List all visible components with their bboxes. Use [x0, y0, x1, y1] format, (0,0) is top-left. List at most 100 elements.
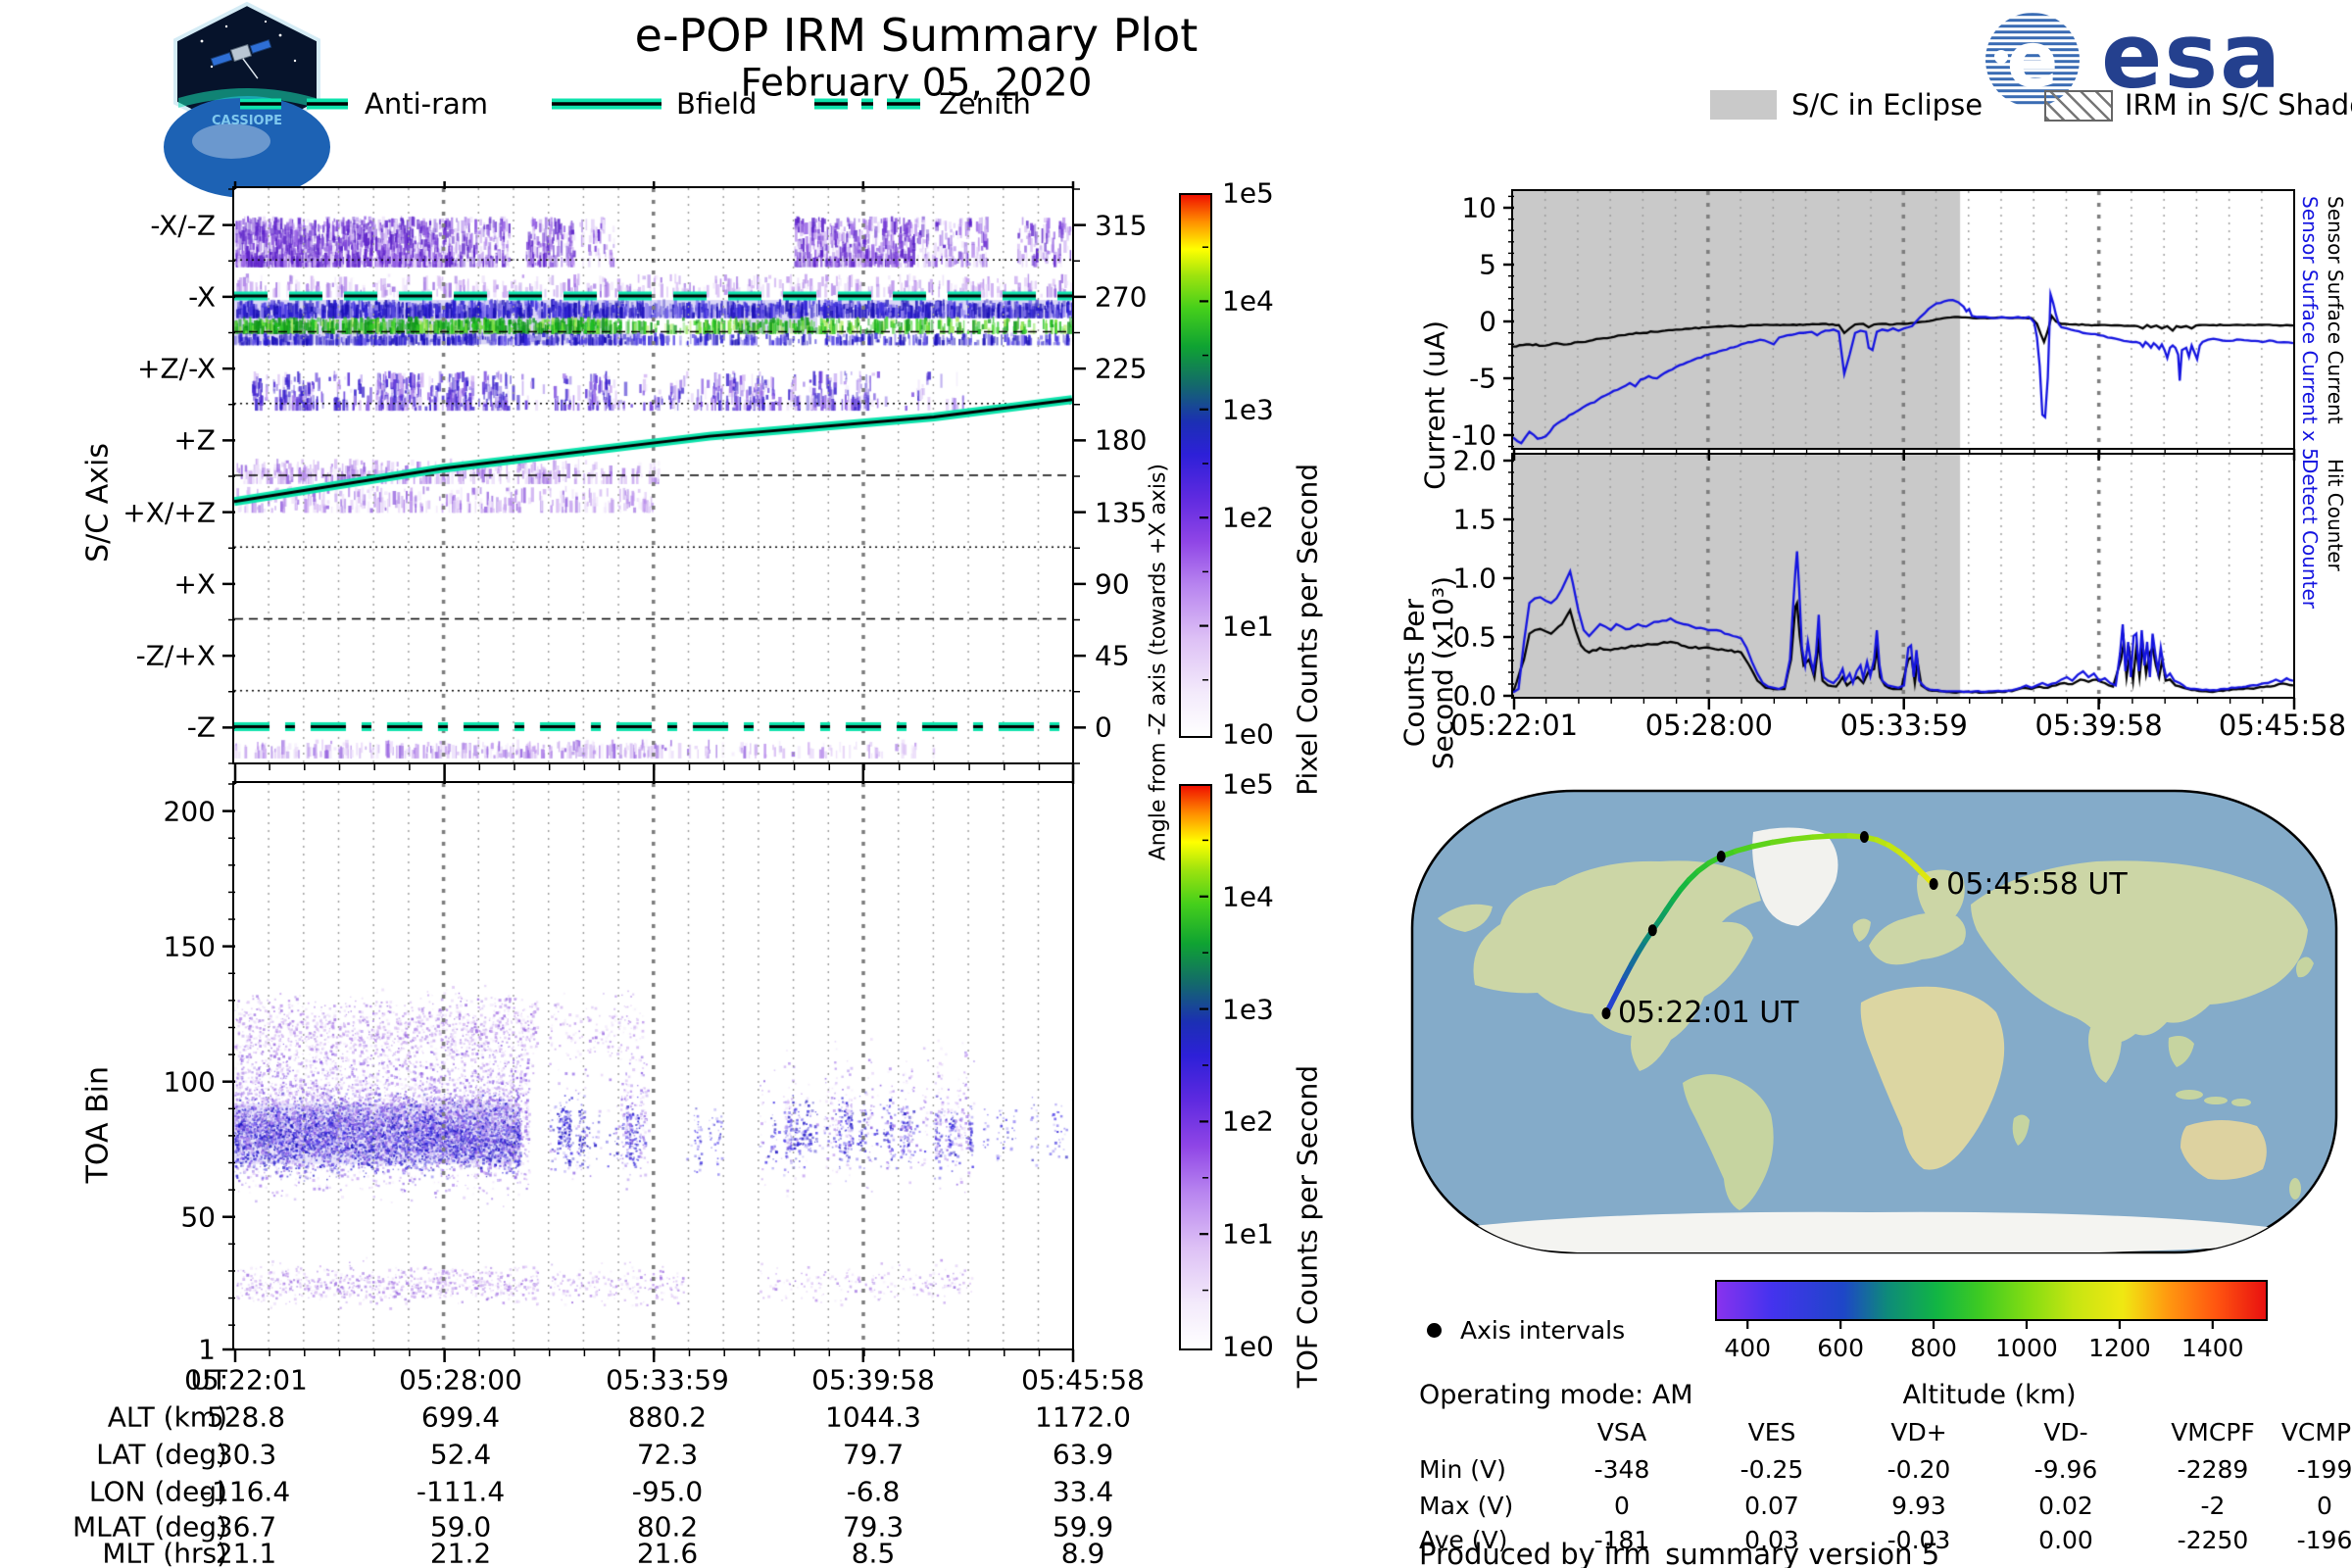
- time-tick: 05:28:00: [1644, 708, 1773, 742]
- panel-ytick: 10: [1461, 191, 1496, 224]
- counts-panel: [1511, 453, 2295, 699]
- ephemeris-value: 05:45:58: [1021, 1363, 1145, 1396]
- altitude-colorbar-label: Altitude (km): [1902, 1379, 2077, 1410]
- panel-ytick: 0: [1479, 305, 1496, 338]
- voltage-col-header: VES: [1747, 1417, 1796, 1446]
- current-panel: [1511, 189, 2295, 450]
- voltage-value: -0.25: [1740, 1454, 1804, 1484]
- altitude-tick: 1200: [2088, 1333, 2151, 1362]
- colorbar-tick: 1e5: [1222, 176, 1274, 210]
- voltage-row-label: Min (V): [1419, 1454, 1506, 1484]
- voltage-value: -348: [1593, 1454, 1650, 1484]
- ephemeris-row-label: LON (deg): [88, 1475, 227, 1508]
- voltage-value: -9.96: [2034, 1454, 2098, 1484]
- shadow-label: IRM in S/C Shadow: [2125, 87, 2352, 122]
- voltage-value: 0: [1614, 1491, 1630, 1520]
- ephemeris-value: 80.2: [636, 1510, 699, 1544]
- colorbar-tick: 1e2: [1222, 1104, 1274, 1138]
- toa-tick: 50: [180, 1200, 216, 1234]
- ephemeris-value: 21.2: [429, 1537, 492, 1568]
- time-tick: 05:45:58: [2218, 708, 2347, 742]
- colorbar-tick: 1e4: [1222, 284, 1274, 318]
- angle-tick: 135: [1095, 495, 1148, 528]
- badge-text: CASSIOPE: [212, 114, 282, 128]
- colorbar-tick: 1e3: [1222, 992, 1274, 1025]
- badge-satellite-icon: [210, 38, 272, 79]
- ephemeris-value: -6.8: [846, 1475, 901, 1508]
- shadow-swatch: [2044, 90, 2113, 122]
- bfield-legend-label: Bfield: [676, 86, 758, 121]
- panel-ytick: -5: [1469, 362, 1496, 395]
- produced-by: Produced by irm_summary version 5: [1419, 1537, 1940, 1568]
- voltage-value: 0.03: [1744, 1525, 1799, 1554]
- voltage-row-label: Max (V): [1419, 1491, 1514, 1520]
- angle-tick: 225: [1095, 352, 1148, 385]
- ephemeris-row-label: LAT (deg): [96, 1438, 227, 1471]
- colorbar-tick: 1e2: [1222, 501, 1274, 534]
- time-tick: 05:22:01: [1449, 708, 1579, 742]
- altitude-colorbar: [1715, 1280, 2268, 1321]
- colorbar-tick: 1e1: [1222, 609, 1274, 642]
- angle-tick: 315: [1095, 208, 1148, 241]
- sc-axis-category: +X/+Z: [122, 495, 216, 528]
- axis-intervals-dot: [1427, 1323, 1442, 1338]
- angle-tick: 270: [1095, 280, 1148, 314]
- voltage-col-header: VD+: [1890, 1417, 1947, 1446]
- ephemeris-value: 59.0: [429, 1510, 492, 1544]
- voltage-col-header: VSA: [1596, 1417, 1647, 1446]
- badge-earth: [164, 96, 330, 198]
- toa-tick: 100: [163, 1064, 216, 1098]
- panel-ytick: 1.0: [1452, 562, 1496, 595]
- panel-ytick: -10: [1451, 418, 1496, 452]
- angle-tick: 180: [1095, 423, 1148, 457]
- colorbar-tick: 1e5: [1222, 767, 1274, 801]
- voltage-row-label: Ave (V): [1419, 1525, 1508, 1554]
- ephemeris-value: 63.9: [1052, 1438, 1114, 1471]
- counts-ylabel: Counts Per Second (x10³): [1397, 576, 1459, 770]
- voltage-value: 0.02: [2038, 1491, 2093, 1520]
- ephemeris-row-label: MLAT (deg): [72, 1510, 227, 1544]
- voltage-value: -199: [2296, 1454, 2352, 1484]
- panel-ytick: 1.5: [1452, 503, 1496, 536]
- page-date: February 05, 2020: [740, 61, 1093, 106]
- ephemeris-value: -111.4: [416, 1475, 506, 1508]
- sc-axis-category: -Z/+X: [135, 639, 216, 672]
- eclipse-label: S/C in Eclipse: [1791, 87, 1984, 122]
- voltage-value: -196: [2296, 1525, 2352, 1554]
- pixel-colorbar: [1179, 193, 1212, 738]
- ephemeris-value: 1044.3: [825, 1400, 921, 1434]
- axis-interval-dot: [1716, 851, 1726, 862]
- time-tick: 05:39:58: [2034, 708, 2163, 742]
- angle-tick: 45: [1095, 639, 1130, 672]
- zenith-legend-label: Zenith: [939, 86, 1031, 121]
- ephemeris-value: 33.4: [1052, 1475, 1114, 1508]
- antiram-legend-label: Anti-ram: [365, 86, 489, 121]
- ephemeris-value: 05:28:00: [399, 1363, 522, 1396]
- page-title: e-POP IRM Summary Plot: [634, 8, 1199, 62]
- voltage-value: -2289: [2177, 1454, 2249, 1484]
- altitude-tick: 1400: [2180, 1333, 2244, 1362]
- badge-stars: [200, 20, 297, 69]
- voltage-value: -0.03: [1886, 1525, 1951, 1554]
- axis-interval-dot: [1929, 878, 1938, 890]
- sc-axis-category: +Z: [173, 423, 216, 457]
- current-right-label-black: Sensor Surface Current: [2324, 196, 2347, 424]
- toa-tick: 200: [163, 794, 216, 827]
- voltage-value: 0.00: [2038, 1525, 2093, 1554]
- sc-axis-category: +Z/-X: [137, 352, 216, 385]
- axis-interval-dot: [1859, 831, 1869, 844]
- voltage-value: -181: [1593, 1525, 1650, 1554]
- colorbar-tick: 1e0: [1222, 1330, 1274, 1363]
- angle-tick: 90: [1095, 567, 1130, 601]
- esa-wordmark: esa: [2101, 3, 2283, 109]
- counts-right-label-blue: Detect Counter: [2298, 459, 2322, 609]
- colorbar-tick: 1e1: [1222, 1217, 1274, 1250]
- colorbar-tick: 1e4: [1222, 880, 1274, 913]
- sc-axis-category: -X/-Z: [150, 208, 216, 241]
- ephemeris-value: 79.7: [842, 1438, 905, 1471]
- ephemeris-value: 05:22:01: [184, 1363, 308, 1396]
- ephemeris-value: 72.3: [636, 1438, 699, 1471]
- ephemeris-value: 880.2: [627, 1400, 708, 1434]
- ground-track: [1601, 831, 1938, 1019]
- current-right-label-blue: Sensor Surface Current x 5: [2298, 196, 2322, 461]
